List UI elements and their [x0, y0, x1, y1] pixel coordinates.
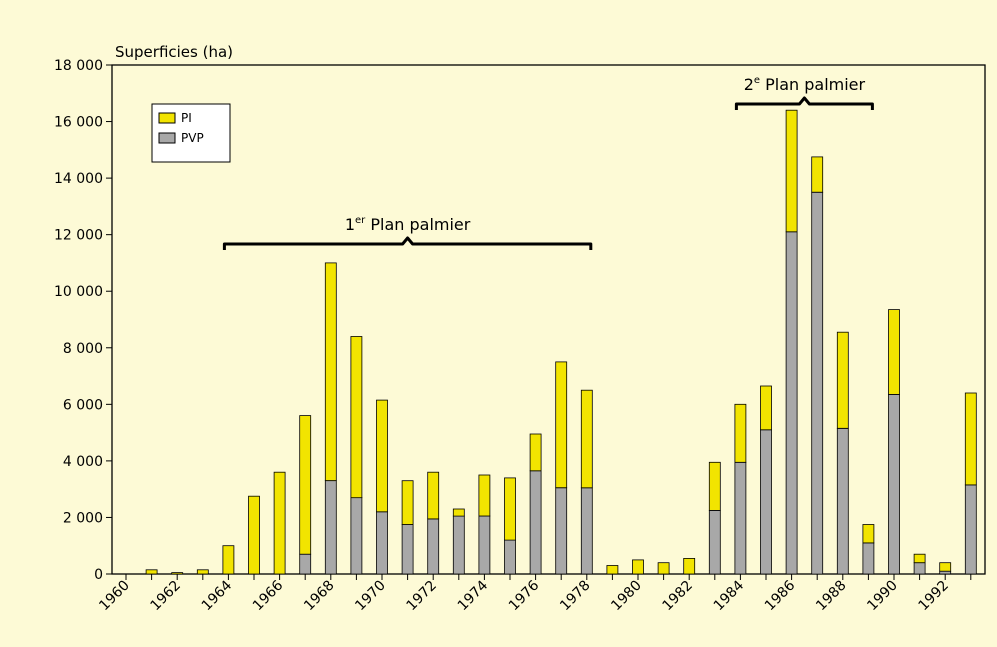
bar-pi-1963 [196, 569, 209, 575]
x-tick-label-1968: 1968 [301, 578, 338, 615]
y-tick-label-14000: 14 000 [54, 171, 103, 187]
bar-pvp-1993 [964, 484, 977, 575]
x-tick-label-1970: 1970 [352, 578, 389, 615]
x-tick-label-1974: 1974 [455, 577, 492, 614]
bar-pvp-1991 [913, 562, 926, 575]
bar-pvp-1989 [862, 542, 875, 575]
bar-pvp-1974 [478, 515, 491, 575]
bar-pvp-1992 [939, 570, 952, 575]
bar-pi-1972 [427, 471, 440, 520]
bar-pi-1962 [171, 572, 184, 575]
bar-pi-1978 [580, 389, 593, 489]
y-tick-label-10000: 10 000 [54, 284, 103, 300]
y-tick-label-18000: 18 000 [54, 58, 103, 74]
x-tick-label-1972: 1972 [404, 578, 441, 615]
bar-pi-1974 [478, 474, 491, 517]
x-tick-label-1990: 1990 [864, 578, 901, 615]
bar-pi-1985 [760, 385, 772, 431]
bar-pi-1967 [299, 415, 312, 555]
bar-pi-1991 [913, 553, 926, 564]
bar-pi-1981 [657, 562, 670, 575]
bar-pi-1961 [145, 569, 158, 575]
bar-pvp-1970 [376, 511, 388, 575]
bar-pvp-1969 [350, 497, 363, 575]
legend-swatch-pi [158, 112, 176, 124]
y-axis-title: Superficies (ha) [115, 43, 233, 61]
bar-pvp-1968 [324, 480, 337, 575]
bar-pvp-1967 [299, 553, 312, 575]
x-tick-label-1986: 1986 [762, 577, 799, 614]
x-tick-label-1976: 1976 [506, 577, 543, 614]
bar-pi-1966 [273, 471, 286, 575]
bar-pi-1973 [452, 508, 465, 517]
bar-pvp-1986 [785, 231, 798, 575]
x-tick-label-1964: 1964 [199, 577, 236, 614]
bar-pi-1989 [862, 524, 875, 544]
x-tick-label-1982: 1982 [660, 578, 697, 615]
y-tick-label-0: 0 [94, 567, 103, 583]
bar-pi-1976 [529, 433, 542, 472]
bar-pi-1969 [350, 336, 363, 499]
x-tick-label-1988: 1988 [813, 578, 850, 615]
bar-pvp-1978 [580, 487, 593, 575]
bar-pi-1987 [811, 156, 824, 193]
x-tick-label-1992: 1992 [916, 578, 953, 615]
bar-pi-1980 [632, 559, 644, 575]
x-tick-label-1980: 1980 [608, 578, 645, 615]
bar-pi-1993 [964, 392, 977, 486]
bar-pi-1983 [708, 461, 721, 511]
bar-pvp-1988 [836, 427, 849, 575]
x-tick-label-1962: 1962 [148, 578, 185, 615]
x-tick-label-1984: 1984 [711, 577, 748, 614]
legend-swatch-pvp [158, 132, 176, 144]
bar-pi-1968 [324, 262, 337, 481]
bar-pvp-1977 [555, 487, 568, 575]
plot-frame [111, 64, 986, 575]
bar-pvp-1976 [529, 470, 542, 575]
bar-pi-1979 [606, 565, 619, 575]
bar-pi-1992 [939, 562, 952, 572]
bar-pi-1988 [836, 331, 849, 429]
legend-label-pvp: PVP [181, 131, 204, 145]
bar-pi-1964 [222, 545, 235, 575]
plan-label-2: 2e Plan palmier [744, 75, 866, 94]
y-tick-label-12000: 12 000 [54, 228, 103, 244]
plan-bracket-1 [222, 236, 593, 250]
y-tick-label-4000: 4 000 [63, 454, 103, 470]
bar-pvp-1983 [708, 509, 721, 575]
legend-label-pi: PI [181, 111, 192, 125]
bar-pvp-1984 [734, 461, 747, 575]
bar-pi-1965 [248, 495, 260, 575]
bar-pi-1977 [555, 361, 568, 489]
bar-pi-1982 [683, 558, 696, 575]
bar-pvp-1973 [452, 515, 465, 575]
legend: PI PVP [151, 103, 231, 163]
bar-pi-1990 [888, 309, 900, 395]
bar-pi-1984 [734, 403, 747, 463]
bar-pvp-1987 [811, 191, 824, 575]
x-tick-label-1966: 1966 [250, 577, 287, 614]
y-tick-label-2000: 2 000 [63, 510, 103, 526]
bar-pvp-1990 [888, 393, 900, 575]
bar-pi-1970 [376, 399, 388, 513]
bar-pvp-1971 [401, 524, 414, 575]
bar-pi-1971 [401, 480, 414, 525]
bar-pvp-1985 [760, 429, 772, 575]
bar-pi-1975 [504, 477, 516, 541]
x-tick-label-1978: 1978 [557, 578, 594, 615]
plan-bracket-2 [734, 96, 874, 110]
y-tick-label-16000: 16 000 [54, 115, 103, 131]
plan-label-1: 1er Plan palmier [345, 215, 471, 234]
bar-pvp-1975 [504, 539, 516, 575]
y-tick-label-6000: 6 000 [63, 397, 103, 413]
y-tick-label-8000: 8 000 [63, 341, 103, 357]
bar-pi-1986 [785, 109, 798, 233]
bar-pvp-1972 [427, 518, 440, 575]
